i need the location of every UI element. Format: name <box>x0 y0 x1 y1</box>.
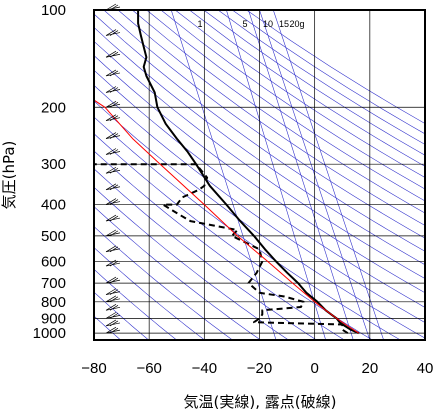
dry-adiabat-line <box>94 168 317 340</box>
wind-barb-icon <box>105 198 121 205</box>
mixing-ratio-label: 10 <box>263 19 273 29</box>
plot-frame <box>93 9 426 341</box>
dry-adiabat-line <box>94 55 425 294</box>
dry-adiabat-line <box>146 10 425 202</box>
wind-barb-icon <box>105 166 121 174</box>
wind-barb-icon <box>105 29 121 36</box>
dry-adiabat-line <box>117 10 425 226</box>
x-tick-label: 40 <box>417 360 434 377</box>
x-tick-label: −40 <box>192 360 217 377</box>
dry-adiabat-line <box>94 206 261 340</box>
dry-adiabat-line <box>94 84 425 323</box>
mixing-ratio-line <box>248 10 354 340</box>
wind-barb-icon <box>105 276 121 284</box>
wind-barb-icon <box>105 245 121 253</box>
x-axis-label: 気温(実線), 露点(破線) <box>184 393 337 411</box>
dry-adiabat-line <box>94 247 205 340</box>
y-tick-label: 100 <box>41 2 66 19</box>
parcel-line <box>94 99 360 334</box>
wind-barb-icon <box>105 259 121 267</box>
dry-adiabat-line <box>103 10 425 239</box>
dry-adiabat-line <box>94 226 233 340</box>
y-tick-label: 200 <box>41 99 66 116</box>
y-tick-label: 400 <box>41 197 66 214</box>
x-tick-label: −80 <box>81 360 106 377</box>
dry-adiabat-line <box>94 13 425 252</box>
dry-adiabat-line <box>94 291 149 340</box>
wind-barb-icon <box>105 50 121 58</box>
y-tick-label: 1000 <box>33 325 66 342</box>
y-tick-label: 300 <box>41 156 66 173</box>
wind-barb-icon <box>105 295 121 303</box>
y-axis-label: 気圧(hPa) <box>0 141 18 210</box>
wind-barb-icon <box>105 183 121 191</box>
mixing-ratio-line <box>273 10 384 340</box>
x-tick-label: −60 <box>136 360 161 377</box>
x-tick-label: 20 <box>361 360 378 377</box>
mixing-ratio-label: 1 <box>197 19 202 29</box>
x-tick-labels: −80 −60 −40 −20 0 20 40 <box>81 360 433 377</box>
wind-barb-icon <box>105 326 121 334</box>
wind-barb-icon <box>105 69 121 77</box>
x-tick-label: −20 <box>247 360 272 377</box>
x-tick-label: 0 <box>310 360 318 377</box>
wind-barb-icon <box>105 312 121 319</box>
dry-adiabat-line <box>94 26 425 266</box>
dry-adiabat-line <box>132 10 425 214</box>
dry-adiabat-line <box>232 10 425 135</box>
dry-adiabat-line <box>94 69 425 308</box>
dry-adiabat-line <box>94 150 345 340</box>
mixing-ratio-label: 5 <box>242 19 247 29</box>
y-tick-label: 700 <box>41 275 66 292</box>
y-tick-label: 600 <box>41 253 66 270</box>
y-tick-label: 800 <box>41 294 66 311</box>
dry-adiabat-line <box>160 10 425 190</box>
mixing-ratio-label: 20g <box>289 19 304 29</box>
wind-barb-icon <box>105 288 121 295</box>
temperature-line <box>137 10 360 335</box>
dry-adiabat-line <box>189 10 425 167</box>
wind-barbs <box>105 3 121 334</box>
wind-barb-icon <box>105 114 121 121</box>
dry-adiabat-line <box>94 186 289 340</box>
wind-barb-icon <box>105 148 121 155</box>
dry-adiabat-line <box>217 10 425 145</box>
wind-barb-icon <box>105 319 121 327</box>
mixing-ratio-labels: 1 5 10 15 20g <box>197 19 304 29</box>
mixing-ratio-line <box>170 10 277 340</box>
mixing-ratio-label: 15 <box>279 19 289 29</box>
dry-adiabat-line <box>94 268 177 340</box>
y-tick-label: 900 <box>41 310 66 327</box>
wind-barb-icon <box>105 100 121 108</box>
data-series <box>94 10 360 335</box>
y-tick-label: 500 <box>41 228 66 245</box>
wind-barb-icon <box>105 229 121 237</box>
wind-barb-icon <box>105 132 121 139</box>
wind-barb-icon <box>105 86 121 93</box>
wind-barb-icon <box>105 304 121 311</box>
grid-lines <box>94 10 425 340</box>
wind-barb-icon <box>105 214 121 222</box>
dry-adiabat-line <box>94 315 121 340</box>
dry-adiabat-line <box>94 40 425 279</box>
dry-adiabat-line <box>94 100 425 339</box>
dry-adiabat-line <box>175 10 425 178</box>
dry-adiabat-line <box>203 10 425 156</box>
dewpoint-line <box>94 163 349 335</box>
mixing-ratio-line <box>226 10 326 340</box>
